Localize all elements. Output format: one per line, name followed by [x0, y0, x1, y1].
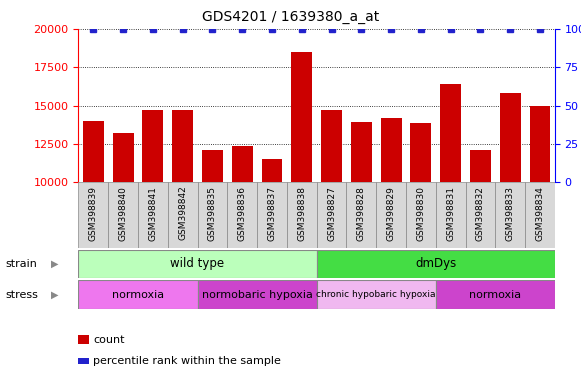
Bar — [376, 182, 406, 248]
Text: GSM398830: GSM398830 — [417, 186, 425, 241]
Text: GSM398829: GSM398829 — [386, 186, 396, 240]
Bar — [113, 133, 134, 182]
Bar — [406, 182, 436, 248]
Bar — [78, 182, 108, 248]
Text: strain: strain — [6, 259, 38, 269]
Text: normoxia: normoxia — [469, 290, 521, 300]
Text: GSM398836: GSM398836 — [238, 186, 247, 241]
Bar — [291, 52, 312, 182]
Text: GSM398831: GSM398831 — [446, 186, 455, 241]
Bar — [138, 182, 168, 248]
Bar — [257, 182, 287, 248]
Bar — [470, 150, 491, 182]
Bar — [227, 182, 257, 248]
Bar — [83, 121, 104, 182]
Bar — [78, 250, 317, 278]
Bar — [495, 182, 525, 248]
Bar — [317, 250, 555, 278]
Text: count: count — [93, 335, 124, 345]
Text: GSM398842: GSM398842 — [178, 186, 187, 240]
Text: GSM398838: GSM398838 — [297, 186, 306, 241]
Text: GSM398840: GSM398840 — [119, 186, 128, 240]
Text: ▶: ▶ — [52, 290, 59, 300]
Bar — [381, 118, 401, 182]
Bar — [351, 122, 372, 182]
Text: normoxia: normoxia — [112, 290, 164, 300]
Bar — [525, 182, 555, 248]
Bar — [232, 146, 253, 182]
Bar — [78, 280, 198, 309]
Text: GSM398839: GSM398839 — [89, 186, 98, 241]
Text: GSM398835: GSM398835 — [208, 186, 217, 241]
Text: GDS4201 / 1639380_a_at: GDS4201 / 1639380_a_at — [202, 10, 379, 23]
Bar — [321, 110, 342, 182]
Bar — [198, 280, 317, 309]
Bar — [465, 182, 495, 248]
Bar — [202, 150, 223, 182]
Bar — [198, 182, 227, 248]
Bar — [436, 182, 465, 248]
Text: GSM398833: GSM398833 — [505, 186, 515, 241]
Text: GSM398827: GSM398827 — [327, 186, 336, 240]
Text: percentile rank within the sample: percentile rank within the sample — [93, 356, 281, 366]
Text: ▶: ▶ — [52, 259, 59, 269]
Text: wild type: wild type — [170, 258, 225, 270]
Bar — [440, 84, 461, 182]
Bar — [172, 110, 193, 182]
Bar — [287, 182, 317, 248]
Text: normobaric hypoxia: normobaric hypoxia — [202, 290, 313, 300]
Bar — [142, 110, 163, 182]
Bar — [108, 182, 138, 248]
Text: GSM398837: GSM398837 — [267, 186, 277, 241]
Text: GSM398841: GSM398841 — [148, 186, 157, 240]
Text: dmDys: dmDys — [415, 258, 456, 270]
Bar — [436, 280, 555, 309]
Bar — [500, 93, 521, 182]
Bar — [317, 182, 346, 248]
Bar — [346, 182, 376, 248]
Bar — [410, 123, 431, 182]
Bar — [168, 182, 198, 248]
Text: stress: stress — [6, 290, 39, 300]
Bar — [261, 159, 282, 182]
Text: chronic hypobaric hypoxia: chronic hypobaric hypoxia — [317, 290, 436, 299]
Text: GSM398832: GSM398832 — [476, 186, 485, 240]
Bar — [529, 106, 550, 182]
Text: GSM398834: GSM398834 — [536, 186, 544, 240]
Text: GSM398828: GSM398828 — [357, 186, 366, 240]
Bar — [317, 280, 436, 309]
